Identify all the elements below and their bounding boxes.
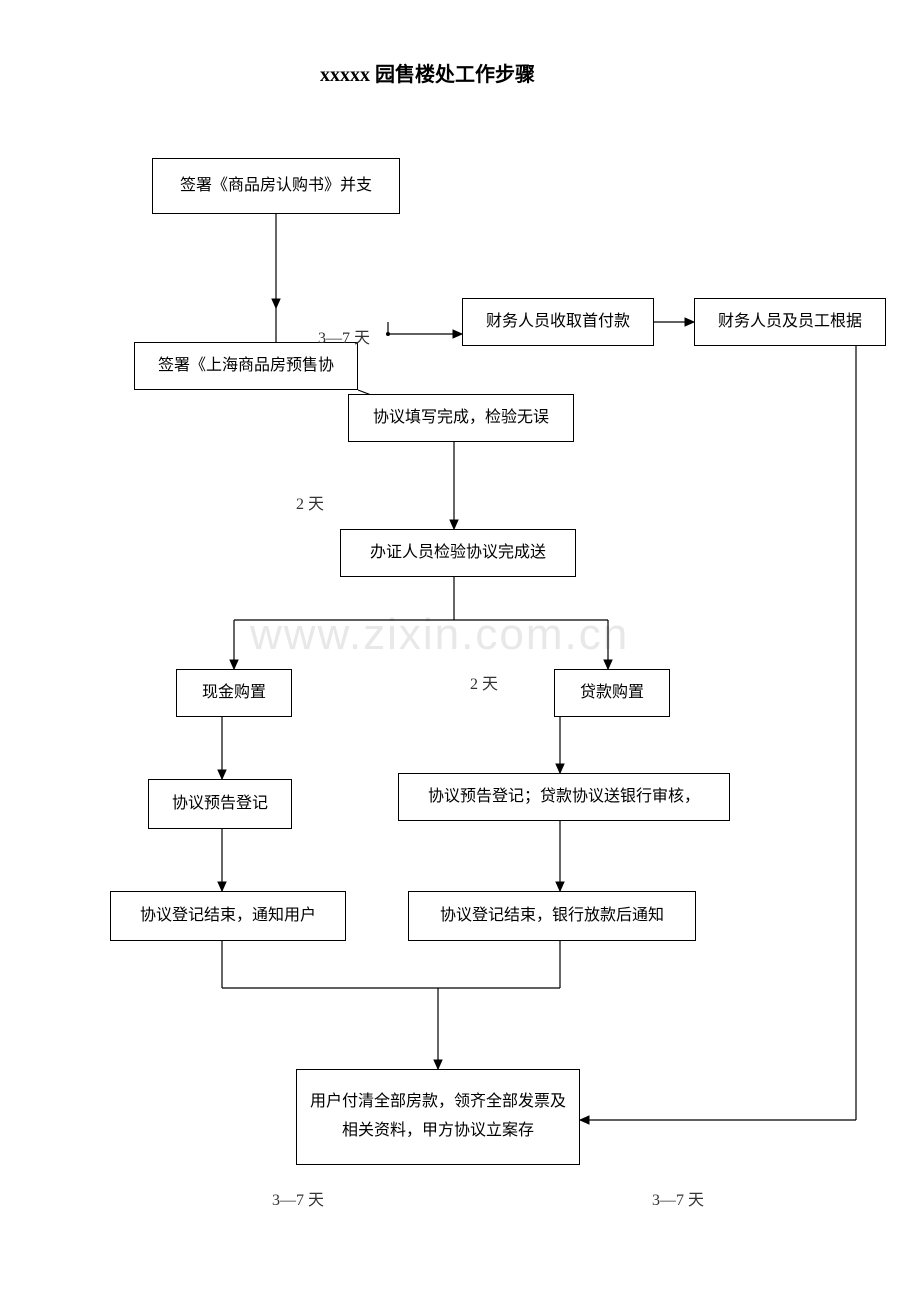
flowchart-node-n3: 财务人员收取首付款 — [462, 298, 654, 346]
node-text: 协议登记结束，通知用户 — [140, 902, 316, 931]
edge-label-l5: 3—7 天 — [652, 1186, 704, 1210]
flowchart-node-n12: 协议登记结束，银行放款后通知 — [408, 891, 696, 941]
node-text: 财务人员收取首付款 — [486, 308, 630, 337]
flowchart-node-n13: 用户付清全部房款，领齐全部发票及相关资料，甲方协议立案存 — [296, 1069, 580, 1165]
node-text: 现金购置 — [202, 679, 266, 708]
node-text: 协议登记结束，银行放款后通知 — [440, 902, 664, 931]
node-text: 协议预告登记 — [172, 790, 268, 819]
flowchart-node-n4: 财务人员及员工根据 — [694, 298, 886, 346]
node-text: 财务人员及员工根据 — [718, 308, 862, 337]
flowchart-node-n6: 办证人员检验协议完成送 — [340, 529, 576, 577]
node-text: 签署《上海商品房预售协 — [158, 352, 334, 381]
flowchart-node-n11: 协议登记结束，通知用户 — [110, 891, 346, 941]
node-text: 用户付清全部房款，领齐全部发票及相关资料，甲方协议立案存 — [305, 1088, 571, 1146]
flowchart-node-n5: 协议填写完成，检验无误 — [348, 394, 574, 442]
node-text: 签署《商品房认购书》并支 — [180, 172, 372, 201]
flowchart-node-n1: 签署《商品房认购书》并支 — [152, 158, 400, 214]
node-text: 贷款购置 — [580, 679, 644, 708]
flowchart-node-n2: 签署《上海商品房预售协 — [134, 342, 358, 390]
node-text: 协议填写完成，检验无误 — [373, 404, 549, 433]
edge-label-l1: 3—7 天 — [318, 324, 370, 348]
page-title: xxxxx 园售楼处工作步骤 — [320, 58, 535, 87]
edge-label-l3: 2 天 — [470, 670, 498, 694]
flowchart-node-n10: 协议预告登记；贷款协议送银行审核， — [398, 773, 730, 821]
edge-label-l2: 2 天 — [296, 490, 324, 514]
node-text: 协议预告登记；贷款协议送银行审核， — [428, 783, 700, 812]
node-text: 办证人员检验协议完成送 — [370, 539, 546, 568]
flowchart-node-n8: 贷款购置 — [554, 669, 670, 717]
flowchart-node-n7: 现金购置 — [176, 669, 292, 717]
title-text: xxxxx 园售楼处工作步骤 — [320, 64, 535, 86]
flowchart-node-n9: 协议预告登记 — [148, 779, 292, 829]
edge-label-l4: 3—7 天 — [272, 1186, 324, 1210]
